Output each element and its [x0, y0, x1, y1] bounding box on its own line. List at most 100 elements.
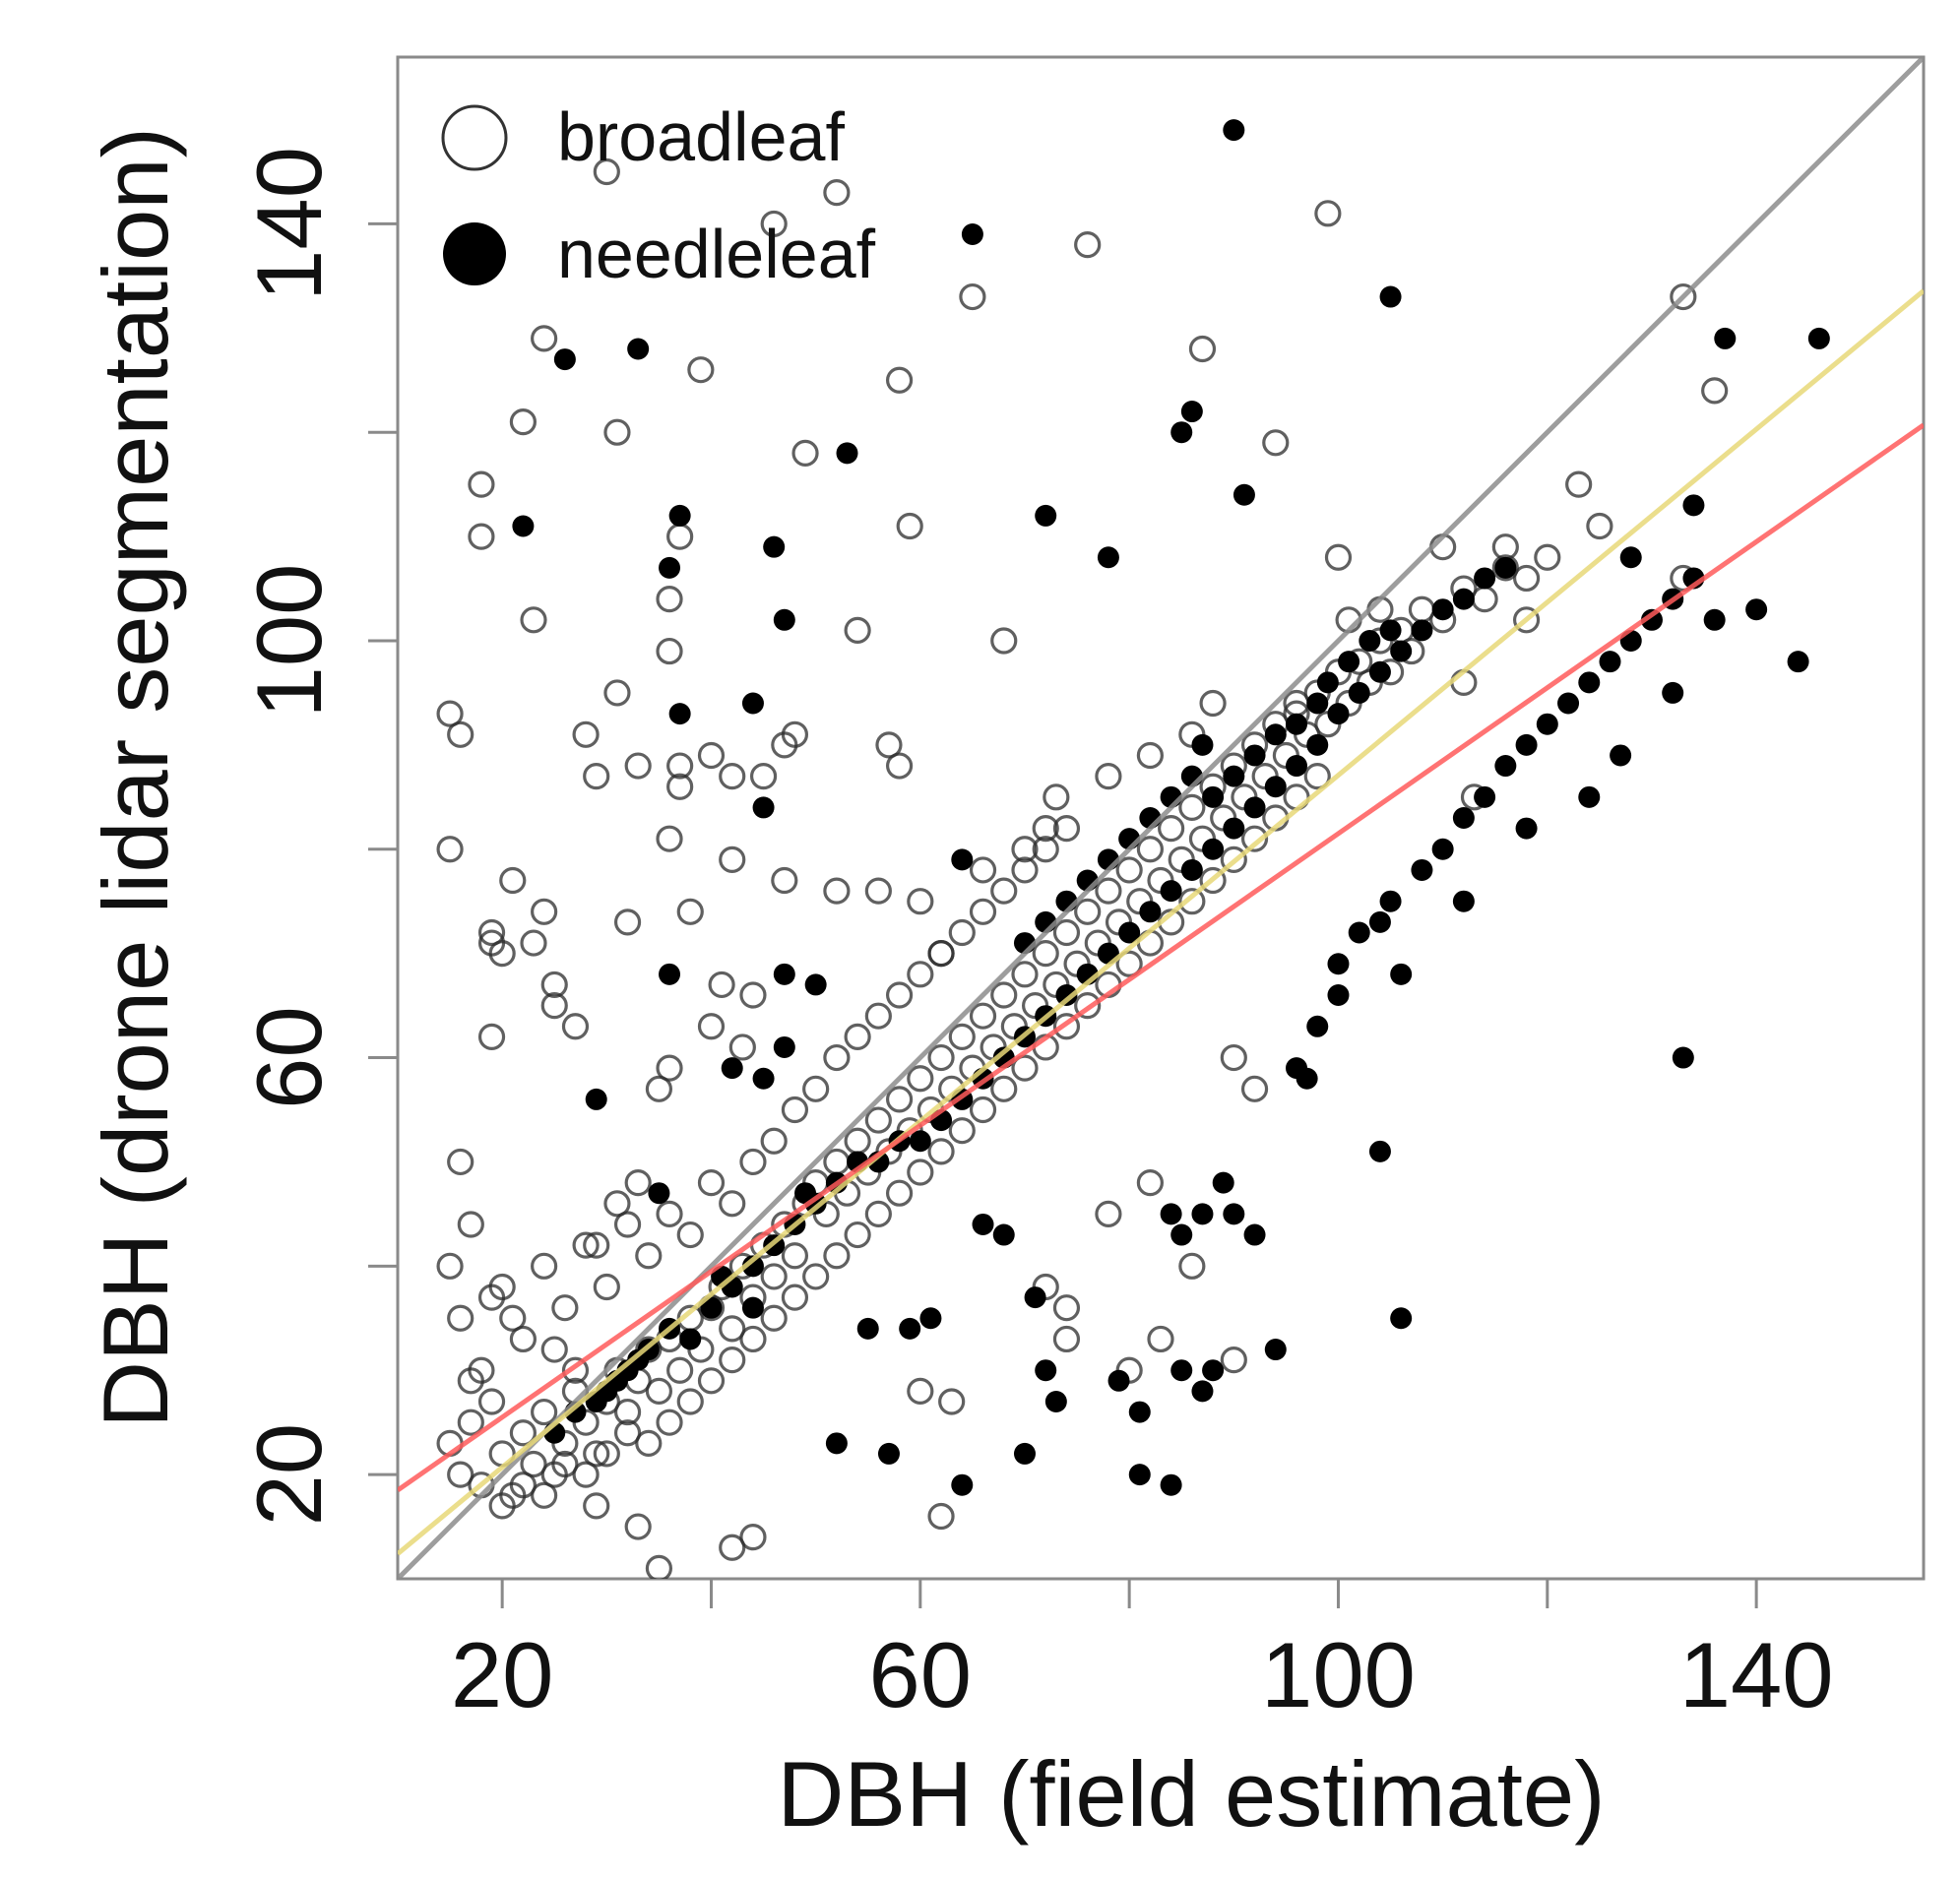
- broadleaf-point: [447, 720, 474, 748]
- broadleaf-point: [719, 1347, 746, 1374]
- needleleaf-point: [1536, 713, 1558, 735]
- needleleaf-point: [1338, 651, 1360, 673]
- broadleaf-point: [447, 1304, 474, 1332]
- needleleaf-point: [752, 1067, 775, 1090]
- broadleaf-point: [864, 1002, 892, 1030]
- broadleaf-point: [1095, 763, 1122, 790]
- needleleaf-point: [1264, 723, 1287, 746]
- needleleaf-point: [763, 535, 786, 558]
- needleleaf-point: [1368, 1140, 1391, 1162]
- needleleaf-point: [1474, 785, 1496, 808]
- needleleaf-point: [1233, 483, 1255, 506]
- broadleaf-point: [457, 1211, 484, 1238]
- needleleaf-point: [668, 703, 691, 725]
- broadleaf-point: [561, 1356, 590, 1384]
- broadleaf-point: [907, 1159, 934, 1186]
- needleleaf-point: [1327, 953, 1350, 975]
- broadleaf-point: [948, 1023, 976, 1050]
- broadleaf-point: [1011, 856, 1039, 884]
- broadleaf-point: [645, 1554, 673, 1579]
- needleleaf-point: [1557, 692, 1580, 715]
- needleleaf-point: [1223, 765, 1245, 787]
- needleleaf-point: [804, 973, 827, 996]
- broadleaf-point: [645, 1075, 673, 1102]
- broadleaf-point: [990, 877, 1018, 905]
- broadleaf-point: [1032, 940, 1059, 968]
- broadleaf-point: [739, 1325, 767, 1353]
- needleleaf-point: [1682, 494, 1705, 517]
- broadleaf-point: [1095, 877, 1122, 905]
- broadleaf-point: [583, 763, 610, 790]
- broadleaf-point: [477, 1023, 506, 1050]
- broadleaf-point: [1136, 1169, 1164, 1197]
- broadleaf-point: [896, 512, 923, 540]
- y-tick-label: 60: [237, 1006, 341, 1109]
- broadleaf-point: [583, 1492, 610, 1520]
- broadleaf-point: [719, 1534, 746, 1561]
- x-axis-title: DBH (field estimate): [778, 1742, 1606, 1846]
- broadleaf-point: [1043, 783, 1070, 811]
- broadleaf-point: [603, 1190, 631, 1218]
- needleleaf-point: [1619, 546, 1642, 569]
- broadleaf-point: [1032, 836, 1059, 863]
- fit-needleleaf-line: [398, 422, 1924, 1493]
- broadleaf-point: [572, 720, 600, 748]
- broadleaf-point: [760, 210, 788, 238]
- needleleaf-point: [1044, 1390, 1067, 1412]
- broadleaf-point: [1052, 1325, 1081, 1353]
- needleleaf-point: [668, 504, 691, 527]
- broadleaf-point: [969, 898, 997, 925]
- needleleaf-point: [1348, 681, 1370, 704]
- broadleaf-point: [1136, 836, 1164, 863]
- needleleaf-point: [1024, 1286, 1046, 1309]
- broadleaf-point: [488, 1492, 516, 1520]
- needleleaf-point: [1610, 744, 1632, 767]
- broadleaf-point: [509, 1419, 537, 1447]
- needleleaf-point: [1368, 910, 1391, 933]
- broadleaf-point: [1262, 429, 1290, 457]
- y-tick-label: 20: [237, 1423, 341, 1527]
- broadleaf-point: [927, 1138, 955, 1165]
- needleleaf-point: [1662, 681, 1684, 704]
- broadleaf-point: [719, 1190, 746, 1218]
- needleleaf-point: [585, 1088, 607, 1110]
- needleleaf-point: [1431, 598, 1454, 621]
- broadleaf-point: [771, 731, 798, 759]
- broadleaf-point: [1240, 825, 1269, 852]
- broadleaf-point: [1565, 470, 1593, 498]
- broadleaf-point: [1512, 606, 1541, 634]
- needleleaf-point: [1452, 588, 1475, 610]
- broadleaf-point: [823, 1043, 851, 1072]
- needleleaf-point: [1327, 703, 1350, 725]
- needleleaf-point: [1035, 1359, 1057, 1382]
- needleleaf-point: [1180, 858, 1203, 881]
- broadleaf-point: [436, 1252, 464, 1280]
- broadleaf-point: [1220, 1347, 1247, 1374]
- needleleaf-point: [961, 223, 983, 246]
- needleleaf-point: [627, 338, 650, 360]
- needleleaf-point: [1191, 733, 1214, 756]
- needleleaf-point: [752, 796, 775, 819]
- broadleaf-point: [540, 1336, 568, 1363]
- broadleaf-point: [1303, 763, 1331, 790]
- needleleaf-point: [1368, 660, 1391, 683]
- needleleaf-point: [1379, 619, 1402, 642]
- needleleaf-point: [1160, 1203, 1182, 1225]
- broadleaf-point: [531, 1481, 558, 1509]
- broadleaf-point: [531, 1252, 558, 1280]
- needleleaf-point: [1296, 1067, 1318, 1090]
- broadleaf-point: [885, 981, 914, 1009]
- needleleaf-point: [1160, 1473, 1182, 1496]
- needleleaf-point: [1286, 755, 1308, 778]
- broadleaf-point: [1199, 866, 1227, 895]
- broadleaf-point: [488, 940, 516, 968]
- broadleaf-point: [1011, 961, 1039, 988]
- broadleaf-point: [864, 877, 892, 905]
- broadleaf-point: [697, 1013, 726, 1040]
- broadleaf-point: [1147, 1325, 1174, 1353]
- broadleaf-point: [739, 981, 767, 1009]
- broadleaf-point: [823, 179, 851, 207]
- needleleaf-point: [1390, 963, 1413, 985]
- needleleaf-point: [1494, 755, 1517, 778]
- broadleaf-point: [624, 752, 652, 780]
